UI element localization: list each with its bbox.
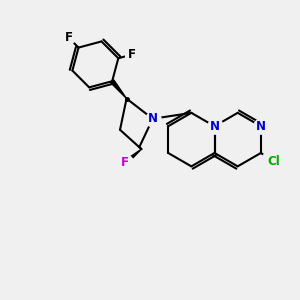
Text: F: F — [128, 48, 136, 61]
Polygon shape — [111, 80, 127, 99]
Text: N: N — [209, 120, 220, 133]
Text: N: N — [148, 112, 158, 125]
Text: F: F — [121, 156, 129, 170]
Text: Cl: Cl — [267, 155, 280, 168]
Text: F: F — [64, 31, 72, 44]
Text: N: N — [256, 120, 266, 133]
Polygon shape — [124, 149, 141, 164]
